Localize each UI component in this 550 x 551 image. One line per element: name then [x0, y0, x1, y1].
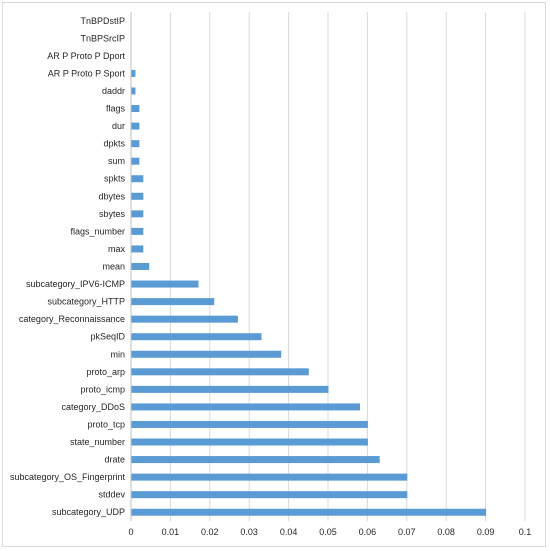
x-tick-labels: 0 0.01 0.02 0.03 0.04 0.05 0.06 0.07 0.08 0.09 0.1 [128, 527, 531, 537]
x-tick-label: 0.04 [280, 527, 298, 537]
x-tick-label: 0.03 [240, 527, 258, 537]
category-label: stddev [98, 490, 125, 500]
category-label: mean [102, 262, 125, 272]
category-label: flags_number [70, 226, 125, 236]
bar [131, 491, 408, 499]
bar [131, 122, 140, 130]
category-label: dur [112, 121, 125, 131]
category-label: category_Reconnaissance [19, 314, 125, 324]
bars [131, 69, 487, 516]
category-label: AR P Proto P Sport [48, 68, 126, 78]
x-tick-label: 0.07 [398, 527, 416, 537]
category-label: TnBPSrcIP [80, 33, 125, 43]
bar [131, 298, 215, 306]
bar [131, 368, 309, 376]
bar [131, 350, 282, 358]
bar [131, 508, 487, 516]
bar [131, 438, 368, 446]
category-label: proto_tcp [87, 419, 125, 429]
category-label: TnBPDstIP [80, 16, 125, 26]
category-label: daddr [102, 86, 125, 96]
bar [131, 210, 144, 218]
category-label: proto_arp [86, 367, 125, 377]
bar [131, 403, 361, 411]
bar [131, 420, 368, 428]
bar [131, 385, 329, 393]
bar [131, 140, 140, 148]
bar [131, 315, 238, 323]
category-label: AR P Proto P Dport [47, 51, 125, 61]
category-label: subcategory_OS_Fingerprint [10, 472, 126, 482]
category-label: flags [106, 104, 126, 114]
x-tick-label: 0.02 [201, 527, 219, 537]
x-tick-label: 0.01 [162, 527, 180, 537]
x-tick-label: 0.08 [437, 527, 455, 537]
bar [131, 105, 140, 113]
gridlines [169, 12, 526, 521]
category-label: state_number [70, 437, 125, 447]
category-label: sbytes [99, 209, 126, 219]
category-label: drate [104, 455, 125, 465]
category-label: pkSeqID [90, 332, 125, 342]
bar [131, 192, 144, 200]
category-label: subcategory_IPV6-ICMP [26, 279, 125, 289]
x-tick-label: 0.09 [477, 527, 495, 537]
bar [131, 245, 144, 253]
category-label: proto_icmp [80, 384, 125, 394]
bar [131, 157, 140, 165]
category-label: dpkts [103, 139, 125, 149]
x-tick-label: 0.1 [519, 527, 532, 537]
bar [131, 87, 136, 95]
category-label: category_DDoS [61, 402, 125, 412]
bar [131, 263, 150, 270]
x-tick-label: 0.06 [359, 527, 377, 537]
x-tick-label: 0.05 [319, 527, 337, 537]
category-label: spkts [104, 174, 126, 184]
bar [131, 473, 408, 481]
category-label: max [108, 244, 126, 254]
bar [131, 175, 144, 183]
category-label: subcategory_UDP [52, 507, 125, 517]
bar [131, 333, 262, 341]
category-label: sum [108, 156, 125, 166]
bar [131, 456, 380, 464]
category-label: min [110, 349, 125, 359]
category-label: dbytes [98, 191, 125, 201]
bar [131, 227, 144, 235]
bar [131, 69, 136, 77]
x-tick-label: 0 [128, 527, 133, 537]
bar [131, 280, 199, 288]
category-label: subcategory_HTTP [47, 297, 125, 307]
category-labels: subcategory_UDP stddev subcategory_OS_Fing… [10, 16, 126, 517]
